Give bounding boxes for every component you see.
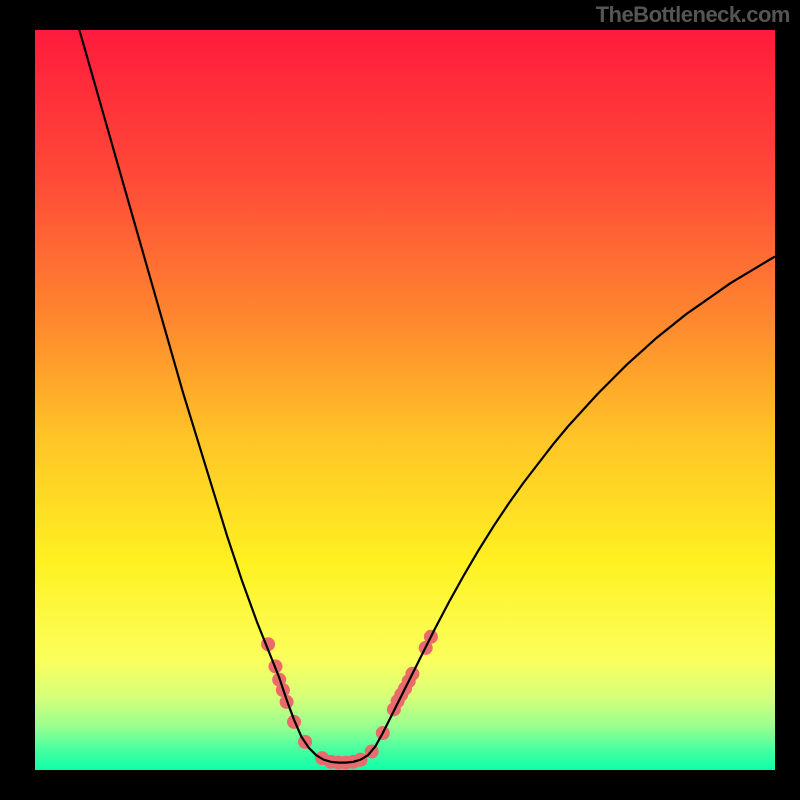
watermark-text: TheBottleneck.com — [596, 2, 790, 28]
chart-svg — [35, 30, 775, 770]
gradient-background — [35, 30, 775, 770]
plot-area — [35, 30, 775, 770]
chart-frame: { "watermark": { "text": "TheBottleneck.… — [0, 0, 800, 800]
